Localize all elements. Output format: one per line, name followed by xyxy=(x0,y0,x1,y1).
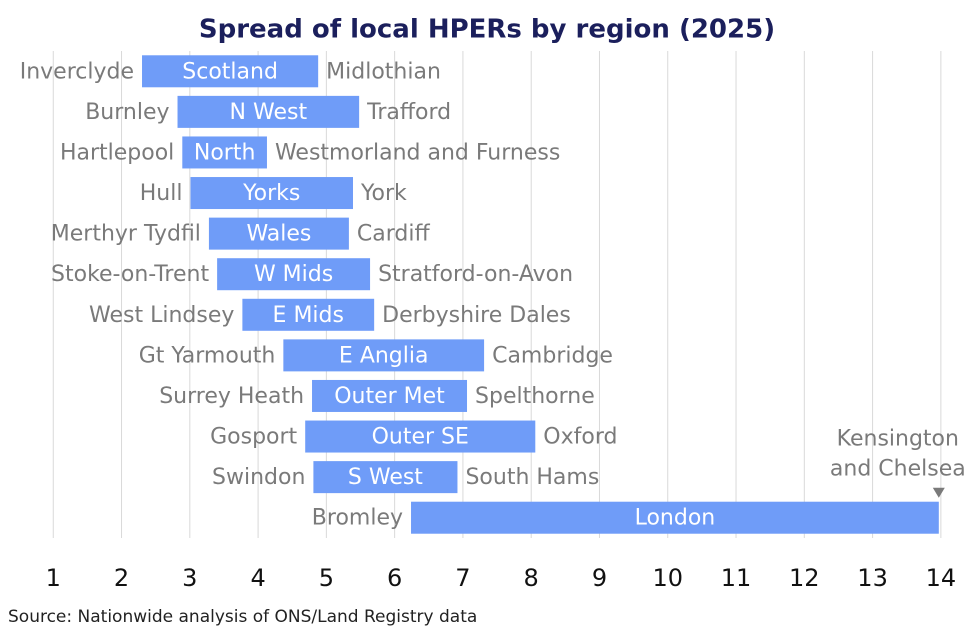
low-label: West Lindsey xyxy=(89,303,234,328)
low-label: Inverclyde xyxy=(20,59,134,84)
annotation: Kensington xyxy=(837,427,959,452)
high-label: York xyxy=(360,181,407,206)
annotation: and Chelsea xyxy=(830,457,966,482)
bar xyxy=(411,501,939,534)
bar xyxy=(217,258,371,291)
x-tick-label: 4 xyxy=(250,564,265,592)
x-tick-label: 8 xyxy=(524,564,539,592)
high-label: Cambridge xyxy=(492,343,613,368)
bar xyxy=(312,379,468,412)
low-label: Gosport xyxy=(210,425,297,450)
bar-label: Outer Met xyxy=(334,384,445,409)
bar xyxy=(190,177,353,210)
low-label: Surrey Heath xyxy=(159,384,304,409)
bar-label: Wales xyxy=(246,222,311,247)
high-label: Spelthorne xyxy=(475,384,595,409)
x-tick-label: 13 xyxy=(857,564,888,592)
bar-label: E Anglia xyxy=(339,343,429,368)
bar-label: S West xyxy=(348,465,423,490)
bar-label: London xyxy=(635,506,716,531)
high-label: Midlothian xyxy=(326,59,441,84)
x-tick-label: 6 xyxy=(387,564,402,592)
x-tick-label: 12 xyxy=(789,564,820,592)
bar-label: North xyxy=(194,140,256,165)
x-tick-label: 3 xyxy=(182,564,197,592)
x-tick-label: 5 xyxy=(319,564,334,592)
bar-label: W Mids xyxy=(254,262,333,287)
bar xyxy=(305,420,536,453)
high-label: Westmorland and Furness xyxy=(275,140,560,165)
bar-label: Yorks xyxy=(242,181,300,206)
high-label: Derbyshire Dales xyxy=(382,303,571,328)
low-label: Merthyr Tydfil xyxy=(51,222,201,247)
bar-label: Outer SE xyxy=(372,425,469,450)
bar xyxy=(182,136,267,169)
low-label: Gt Yarmouth xyxy=(139,343,276,368)
high-label: Stratford-on-Avon xyxy=(378,262,573,287)
high-label: Cardiff xyxy=(357,222,431,247)
high-label: Oxford xyxy=(543,425,617,450)
bar-label: E Mids xyxy=(273,303,344,328)
x-tick-label: 10 xyxy=(652,564,683,592)
high-label: South Hams xyxy=(465,465,599,490)
bar-label: N West xyxy=(230,100,308,125)
source-note: Source: Nationwide analysis of ONS/Land … xyxy=(8,607,477,627)
x-tick-label: 2 xyxy=(114,564,129,592)
annotation-arrow xyxy=(932,487,945,498)
low-label: Swindon xyxy=(212,465,305,490)
x-tick-label: 14 xyxy=(926,564,957,592)
x-tick-label: 11 xyxy=(721,564,752,592)
bar xyxy=(177,95,360,128)
x-tick-label: 7 xyxy=(455,564,470,592)
high-label: Trafford xyxy=(366,100,451,125)
bar xyxy=(142,55,319,88)
low-label: Bromley xyxy=(312,506,403,531)
low-label: Hull xyxy=(140,181,183,206)
chart-title: Spread of local HPERs by region (2025) xyxy=(199,15,775,45)
bar xyxy=(313,461,458,494)
low-label: Burnley xyxy=(85,100,169,125)
x-tick-label: 1 xyxy=(46,564,61,592)
bar xyxy=(208,217,349,250)
bar xyxy=(242,298,375,331)
low-label: Hartlepool xyxy=(60,140,174,165)
low-label: Stoke-on-Trent xyxy=(51,262,209,287)
bar xyxy=(283,339,485,372)
x-tick-label: 9 xyxy=(592,564,607,592)
bar-label: Scotland xyxy=(182,59,278,84)
